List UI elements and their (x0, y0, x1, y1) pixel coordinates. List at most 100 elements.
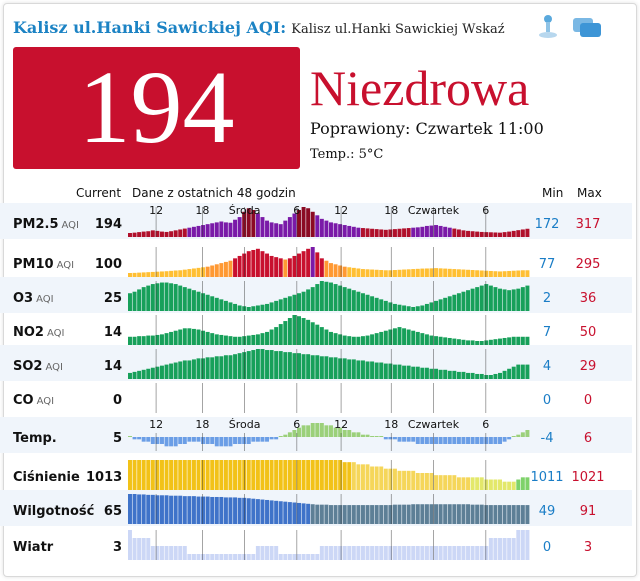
history-bar (132, 494, 137, 524)
history-bar (287, 460, 292, 490)
history-bar (319, 504, 324, 524)
history-bar (128, 436, 132, 437)
history-bar (278, 436, 283, 437)
history-bar (347, 359, 352, 379)
history-bar (196, 358, 201, 379)
history-bar (392, 270, 397, 277)
share-icon[interactable] (536, 14, 560, 44)
history-bar (278, 351, 283, 379)
timeline-label: 18 (384, 204, 398, 217)
history-bar (511, 270, 516, 277)
history-bar (388, 546, 393, 560)
history-bar (338, 334, 343, 345)
history-bar (283, 321, 288, 345)
history-bar (443, 546, 448, 560)
history-bar (402, 328, 407, 345)
history-bar (488, 232, 493, 237)
history-bar (516, 479, 521, 490)
history-bar (475, 287, 480, 311)
row-label[interactable]: PM10 AQI (13, 257, 74, 272)
history-bar (516, 530, 521, 560)
station-title[interactable]: Kalisz ul.Hanki Sawickiej AQI (13, 18, 281, 37)
history-bar (351, 267, 356, 277)
history-bar (479, 341, 484, 345)
history-bar (237, 437, 242, 444)
history-bar (187, 227, 192, 237)
history-bar (388, 363, 393, 379)
history-bar (447, 504, 452, 524)
history-bar (493, 271, 498, 277)
history-bar (461, 269, 466, 277)
history-bar (370, 334, 375, 345)
row-label[interactable]: NO2 AQI (13, 325, 64, 340)
history-bar (456, 437, 461, 444)
timeline-label: 18 (195, 418, 209, 431)
history-bar (141, 231, 146, 237)
history-bar (374, 546, 379, 560)
history-bar (297, 253, 301, 277)
row-label-text: O3 (13, 291, 34, 306)
history-bar (383, 505, 388, 524)
history-bar (205, 460, 210, 490)
history-bar (525, 228, 530, 237)
history-bar (420, 473, 425, 490)
history-bar (242, 352, 247, 379)
history-bar (447, 227, 452, 237)
history-bar (223, 261, 228, 277)
history-bar (493, 373, 498, 379)
history-bar (402, 504, 407, 524)
history-bar (219, 554, 224, 560)
history-bar (146, 538, 151, 560)
history-bar (443, 504, 448, 524)
history-bar (434, 368, 439, 379)
row-label[interactable]: Ciśnienie (13, 470, 80, 485)
timeline-axis: 12 18 Środa 6 12 18 Czwartek 6 (149, 204, 489, 217)
history-bar (520, 505, 525, 524)
history-bar (310, 504, 315, 524)
history-bar (525, 530, 530, 560)
history-bar (342, 505, 347, 524)
history-bar (214, 356, 219, 379)
history-bar (278, 460, 283, 490)
history-bar (415, 227, 420, 237)
row-label[interactable]: Temp. (13, 431, 57, 446)
aqi-tag: AQI (36, 294, 54, 305)
row-label[interactable]: Wiatr (13, 540, 53, 555)
history-bar (201, 267, 206, 277)
history-bar (251, 249, 256, 277)
history-bar (347, 462, 352, 490)
history-bar (233, 437, 238, 444)
comments-icon[interactable] (571, 14, 603, 44)
history-bar (128, 494, 132, 524)
history-bar (516, 270, 521, 277)
history-bar (374, 505, 379, 524)
history-bar (315, 423, 320, 437)
history-bar (155, 283, 160, 311)
history-bar (493, 232, 498, 237)
row-label[interactable]: O3 AQI (13, 291, 54, 306)
history-bar (319, 218, 324, 237)
history-bar (210, 296, 215, 311)
history-bar (484, 479, 489, 490)
history-bar (246, 335, 251, 345)
row-label-text: PM10 (13, 257, 54, 272)
title-separator: : (280, 18, 287, 37)
history-bar (484, 546, 489, 560)
history-bar (447, 475, 452, 490)
history-bar (210, 223, 215, 237)
history-bar (507, 290, 512, 311)
history-bar (132, 232, 137, 237)
row-label[interactable]: CO AQI (13, 393, 54, 408)
history-bar (351, 290, 356, 311)
history-bar (155, 271, 160, 277)
history-bar (246, 251, 251, 277)
history-bar (479, 504, 484, 524)
history-bar (182, 460, 187, 490)
row-label[interactable]: SO2 AQI (13, 359, 63, 374)
row-label[interactable]: PM2.5 AQI (13, 217, 79, 232)
max-value: 1021 (571, 470, 605, 485)
history-bar (516, 505, 521, 524)
history-bar (265, 331, 270, 345)
row-label[interactable]: Wilgotność (13, 504, 94, 519)
history-bar (265, 499, 270, 524)
